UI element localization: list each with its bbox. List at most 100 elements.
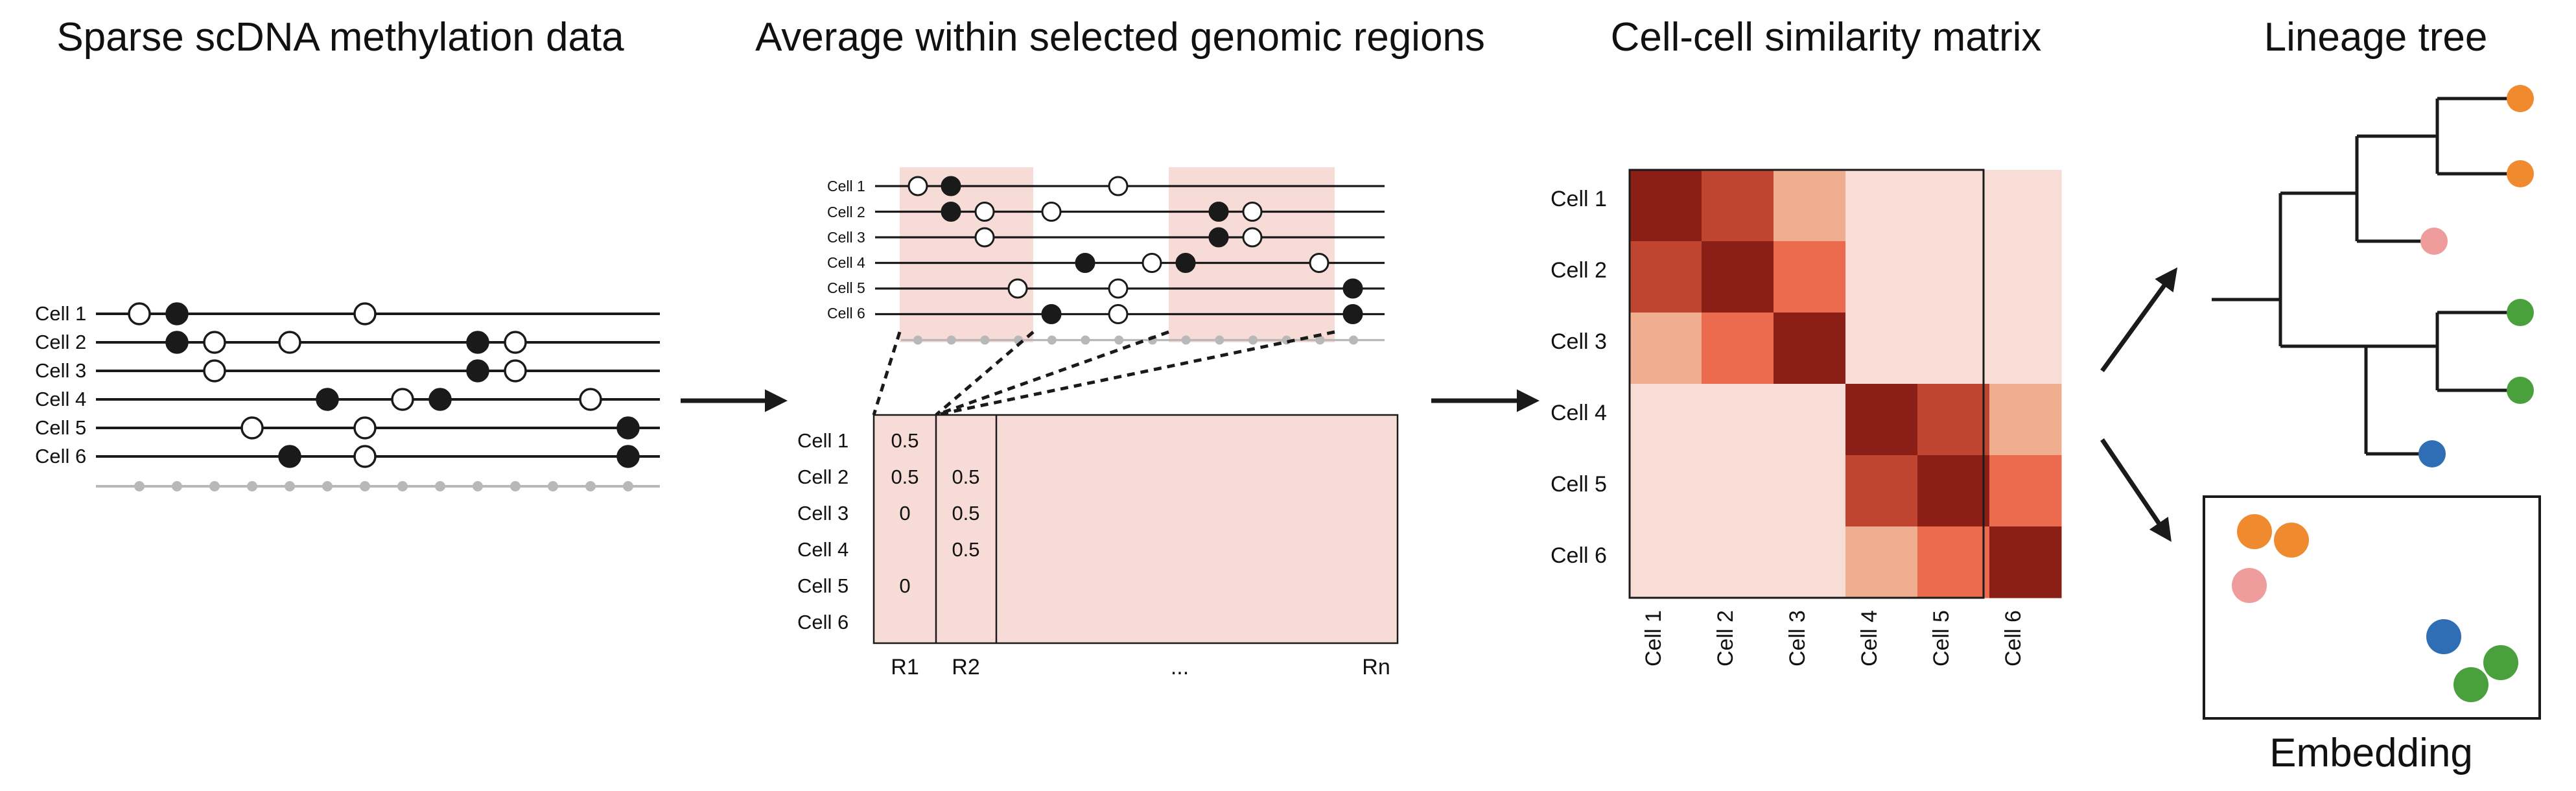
p1-cell-label: Cell 5 [35, 416, 86, 439]
matrix-row-label: Cell 3 [1551, 329, 1607, 354]
heatmap-cell [1630, 384, 1702, 456]
unmethylated-site [974, 227, 995, 248]
embed-point-pink [2232, 568, 2267, 603]
leaf-green [2507, 377, 2534, 404]
cpg-position [946, 335, 956, 345]
embed-point-green [2483, 645, 2518, 680]
matrix-row-label: Cell 1 [1551, 187, 1607, 211]
unmethylated-site [907, 176, 928, 196]
methylated-site [466, 331, 489, 354]
heatmap-frame [1628, 169, 1985, 599]
table-value: 0 [899, 502, 910, 525]
cpg-position [1248, 335, 1258, 345]
table-row-labels: Cell 1 Cell 2 Cell 3 Cell 4 Cell 5 Cell … [797, 429, 849, 633]
methylated-site [165, 302, 189, 325]
heatmap-cell [1774, 384, 1846, 456]
cpg-position [360, 481, 370, 491]
methylated-site [1342, 304, 1363, 324]
p2-cell-label: Cell 5 [827, 279, 865, 296]
cpg-position [1315, 335, 1325, 345]
embedding-panel: Embedding [2203, 495, 2541, 775]
unmethylated-site [353, 445, 377, 468]
p1-cell-label: Cell 2 [35, 331, 86, 353]
heatmap-cell [1630, 170, 1702, 242]
embed-point-green [2453, 667, 2488, 702]
matrix-col-labels: Cell 1 Cell 2 Cell 3 Cell 4 Cell 5 Cell … [1641, 610, 2026, 667]
heatmap-cell [1845, 384, 1918, 456]
methylated-site [1208, 227, 1229, 248]
methylated-site [428, 388, 452, 411]
heatmap-cell [1917, 170, 1990, 242]
unmethylated-site [353, 416, 377, 440]
methylated-site [316, 388, 339, 411]
p1-cell-label: Cell 6 [35, 445, 86, 467]
cpg-position [322, 481, 333, 491]
table-cell-label: Cell 5 [797, 574, 849, 597]
heatmap-cell [1702, 384, 1774, 456]
cpg-position [623, 481, 633, 491]
methylated-site [466, 359, 489, 383]
embed-point-blue [2426, 619, 2461, 654]
unmethylated-site [1108, 278, 1129, 299]
p2-cell-label: Cell 3 [827, 229, 865, 246]
heatmap-cell [1989, 526, 2062, 598]
sparse-methylation-panel: Cell 1 Cell 2 Cell 3 Cell 4 Cell 5 Cell … [35, 302, 660, 491]
heatmap-cell [1630, 313, 1702, 384]
heatmap-cell [1845, 241, 1918, 313]
unmethylated-site [504, 331, 527, 354]
heatmap-cell [1917, 384, 1990, 456]
region-label-r2: R2 [952, 655, 979, 679]
cpg-position [1047, 335, 1057, 345]
methylated-site [1208, 202, 1229, 222]
heatmap-cell [1989, 170, 2062, 242]
panel1-title: Sparse scDNA methylation data [56, 15, 624, 60]
leaf-green [2507, 299, 2534, 326]
cpg-position [134, 481, 145, 491]
heatmap-cell [1774, 313, 1846, 384]
methylated-site [278, 445, 301, 468]
unmethylated-site [240, 416, 264, 440]
panel3-title: Cell-cell similarity matrix [1611, 15, 2042, 60]
cpg-position [397, 481, 408, 491]
heatmap-cell [1989, 241, 2062, 313]
heatmap-cell [1774, 526, 1846, 598]
panel1-cell-labels: Cell 1 Cell 2 Cell 3 Cell 4 Cell 5 Cell … [35, 302, 86, 467]
tree-leaves [2418, 85, 2534, 467]
p1-cell-label: Cell 3 [35, 359, 86, 382]
methylated-site [616, 445, 640, 468]
unmethylated-site [1007, 278, 1028, 299]
methylated-site [165, 331, 189, 354]
heatmap-cell [1702, 455, 1774, 527]
table-cell-label: Cell 1 [797, 429, 849, 452]
leaf-orange [2507, 160, 2534, 187]
heatmap-cell [1702, 241, 1774, 313]
heatmap-cell [1845, 170, 1918, 242]
leaf-blue [2418, 440, 2446, 467]
panel2-cell-labels: Cell 1 Cell 2 Cell 3 Cell 4 Cell 5 Cell … [827, 178, 865, 322]
table-cell-label: Cell 2 [797, 466, 849, 488]
cpg-position [913, 335, 922, 345]
heatmap-cell [1989, 313, 2062, 384]
panel4-title: Lineage tree [2264, 15, 2488, 60]
heatmap-cell [1845, 313, 1918, 384]
region-labels: R1 R2 ... Rn [891, 655, 1390, 679]
cpg-position [1181, 335, 1191, 345]
heatmap-cell [1917, 241, 1990, 313]
matrix-row-label: Cell 5 [1551, 472, 1607, 497]
average-regions-panel: Cell 1 Cell 2 Cell 3 Cell 4 Cell 5 Cell … [797, 167, 1399, 679]
methylated-site [941, 202, 961, 222]
matrix-col-label: Cell 3 [1785, 610, 1810, 667]
heatmap-cell [1774, 170, 1846, 242]
unmethylated-site [1041, 202, 1062, 222]
unmethylated-site [579, 388, 602, 411]
unmethylated-site [1108, 304, 1129, 324]
cpg-position [980, 335, 990, 345]
heatmap-cell [1989, 384, 2062, 456]
matrix-col-label: Cell 5 [1929, 610, 1954, 667]
table-value: 0.5 [952, 502, 979, 525]
cpg-position [285, 481, 295, 491]
cpg-position [1114, 335, 1124, 345]
lineage-tree [2212, 97, 2520, 456]
cpg-position [1215, 335, 1224, 345]
table-col-r2: 0.5 0.5 0.5 [952, 466, 979, 561]
